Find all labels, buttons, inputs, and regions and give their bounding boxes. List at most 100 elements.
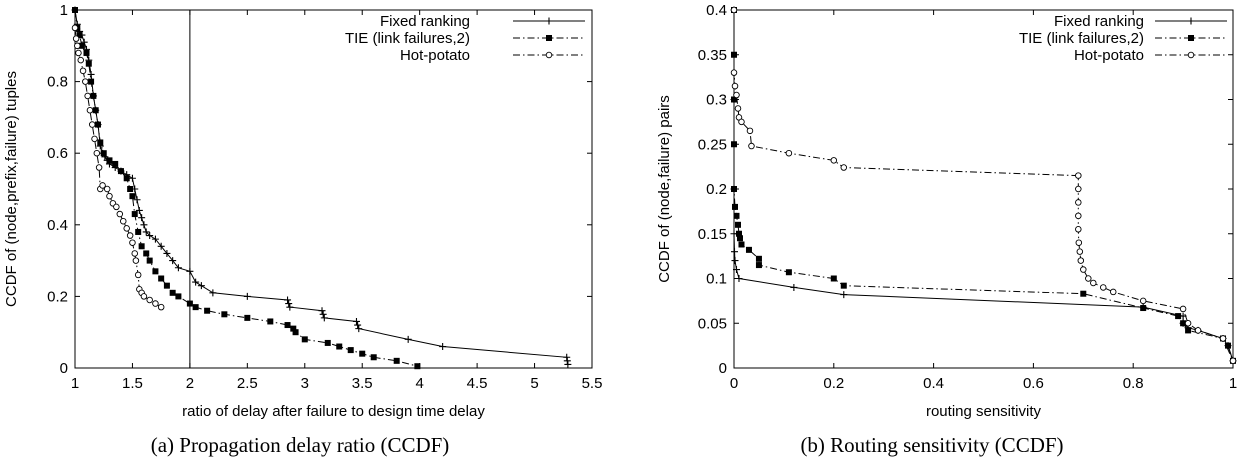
data-point [1077,257,1085,264]
data-point [830,275,837,282]
data-point [221,311,228,318]
data-point [158,275,165,282]
data-point [738,118,745,126]
data-point [100,150,107,157]
data-point [439,343,447,351]
data-point [192,278,200,286]
data-point [1139,297,1147,305]
data-point [135,228,142,235]
x-tick-label: 3 [301,375,309,392]
x-tick-label: 4.5 [467,375,488,392]
data-point [83,49,90,56]
x-tick-label: 5.5 [582,375,603,392]
data-point [563,357,571,365]
data-point [755,262,762,269]
data-point [734,221,741,228]
legend-label: TIE (link failures,2) [345,30,470,47]
data-point [163,282,170,289]
data-point [106,192,113,200]
legend-marker [545,17,553,25]
data-point [730,6,738,14]
data-point [146,257,153,264]
data-point [142,228,150,236]
data-point [731,96,737,103]
data-point [151,235,159,243]
legend-label: Fixed ranking [380,13,470,30]
data-point [243,292,251,300]
data-point [730,69,738,76]
data-point [129,239,136,246]
data-point [731,82,739,90]
y-tick-label: 0 [60,360,68,377]
x-tick-label: 5 [530,375,538,392]
data-point [267,318,274,325]
x-tick-label: 1 [1229,375,1237,392]
data-point [1175,313,1182,320]
series-0 [730,6,1237,365]
data-point [1075,172,1082,179]
y-tick-label: 0.35 [698,47,727,64]
data-point [133,196,141,204]
data-point [736,235,743,242]
data-point [78,42,85,49]
data-point [1225,342,1232,349]
y-tick-label: 1 [60,2,68,19]
x-tick-label: 0.4 [923,375,944,392]
data-point [126,232,134,239]
data-point [74,42,81,50]
data-point [127,186,134,192]
data-point [140,221,148,229]
data-point [76,32,83,39]
data-point [92,107,99,114]
data-point [79,67,87,75]
data-point [72,35,80,42]
data-point [95,164,103,171]
x-tick-label: 2.5 [237,375,258,392]
data-point [138,214,146,222]
series-2 [71,24,165,311]
data-point [336,343,343,350]
data-point [157,303,165,311]
data-point [735,230,742,237]
data-point [197,282,205,290]
data-point [735,275,743,282]
data-point [319,310,327,318]
data-point [152,300,159,307]
legend-marker [545,51,553,59]
data-point [1075,199,1082,206]
data-point [123,225,130,232]
data-point [1219,335,1227,342]
caption-b: (b) Routing sensitivity (CCDF) [800,433,1063,457]
y-tick-label: 0.4 [706,2,727,19]
y-tick-label: 0.2 [47,288,68,305]
data-point [731,203,738,210]
x-tick-label: 1.5 [122,375,143,392]
series-0 [71,6,572,368]
data-point [563,353,571,361]
data-point [414,363,421,370]
data-point [244,314,251,321]
data-point [146,232,154,240]
data-point [393,357,400,364]
data-point [106,157,113,164]
data-point [1184,320,1192,327]
data-point [1185,327,1192,334]
data-point [204,307,211,314]
y-tick-label: 0.3 [706,92,727,109]
data-point [1140,305,1147,312]
data-point [284,296,292,304]
y-axis-label: CCDF of (node,prefix,failure) tuples [3,71,20,307]
data-point [785,149,793,157]
legend-marker [1187,51,1195,59]
data-point [790,283,798,291]
data-point [175,293,182,300]
data-point [840,291,848,299]
data-point [733,91,740,99]
data-point [186,300,193,307]
legend-marker [546,35,552,41]
data-point [143,250,150,257]
data-point [734,105,742,112]
data-point [120,217,127,225]
data-point [359,350,366,357]
data-point [370,354,377,361]
